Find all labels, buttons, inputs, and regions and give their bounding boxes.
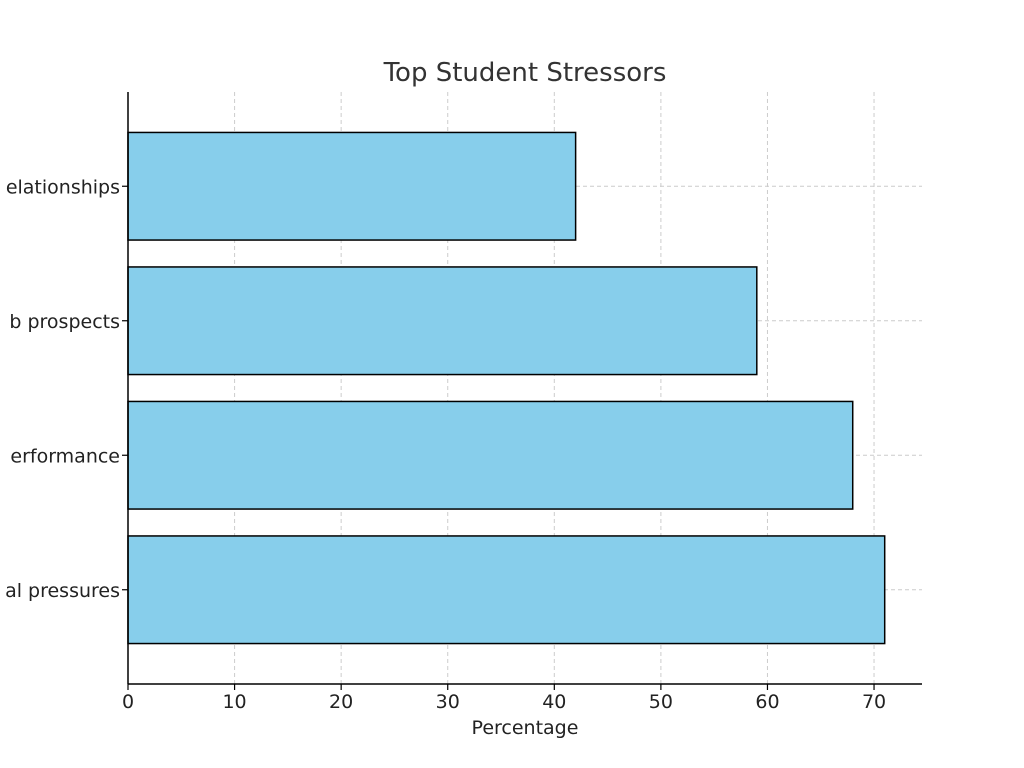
y-tick-label: elationships [6,176,120,198]
x-tick-label: 60 [755,691,779,713]
x-tick-label: 0 [122,691,134,713]
x-tick-label: 50 [649,691,673,713]
bar-job-prospects [127,266,758,376]
x-tick-label: 10 [222,691,246,713]
bar-social-pressures [127,535,886,645]
y-tick-label: al pressures [5,580,120,602]
axes [122,92,922,690]
x-axis-label: Percentage [472,717,579,739]
bar-academic-performance [127,400,854,510]
y-tick-label: b prospects [9,311,120,333]
x-tick-label: 70 [862,691,886,713]
x-tick-label: 40 [542,691,566,713]
x-tick-label: 30 [436,691,460,713]
chart-title: Top Student Stressors [383,58,667,88]
x-tick-label: 20 [329,691,353,713]
y-tick-label: erformance [10,445,120,467]
bar-relationships [127,131,577,241]
bars [127,131,886,645]
labels: 0 10 20 30 40 50 60 70 al pressures erformance b p… [5,176,886,713]
